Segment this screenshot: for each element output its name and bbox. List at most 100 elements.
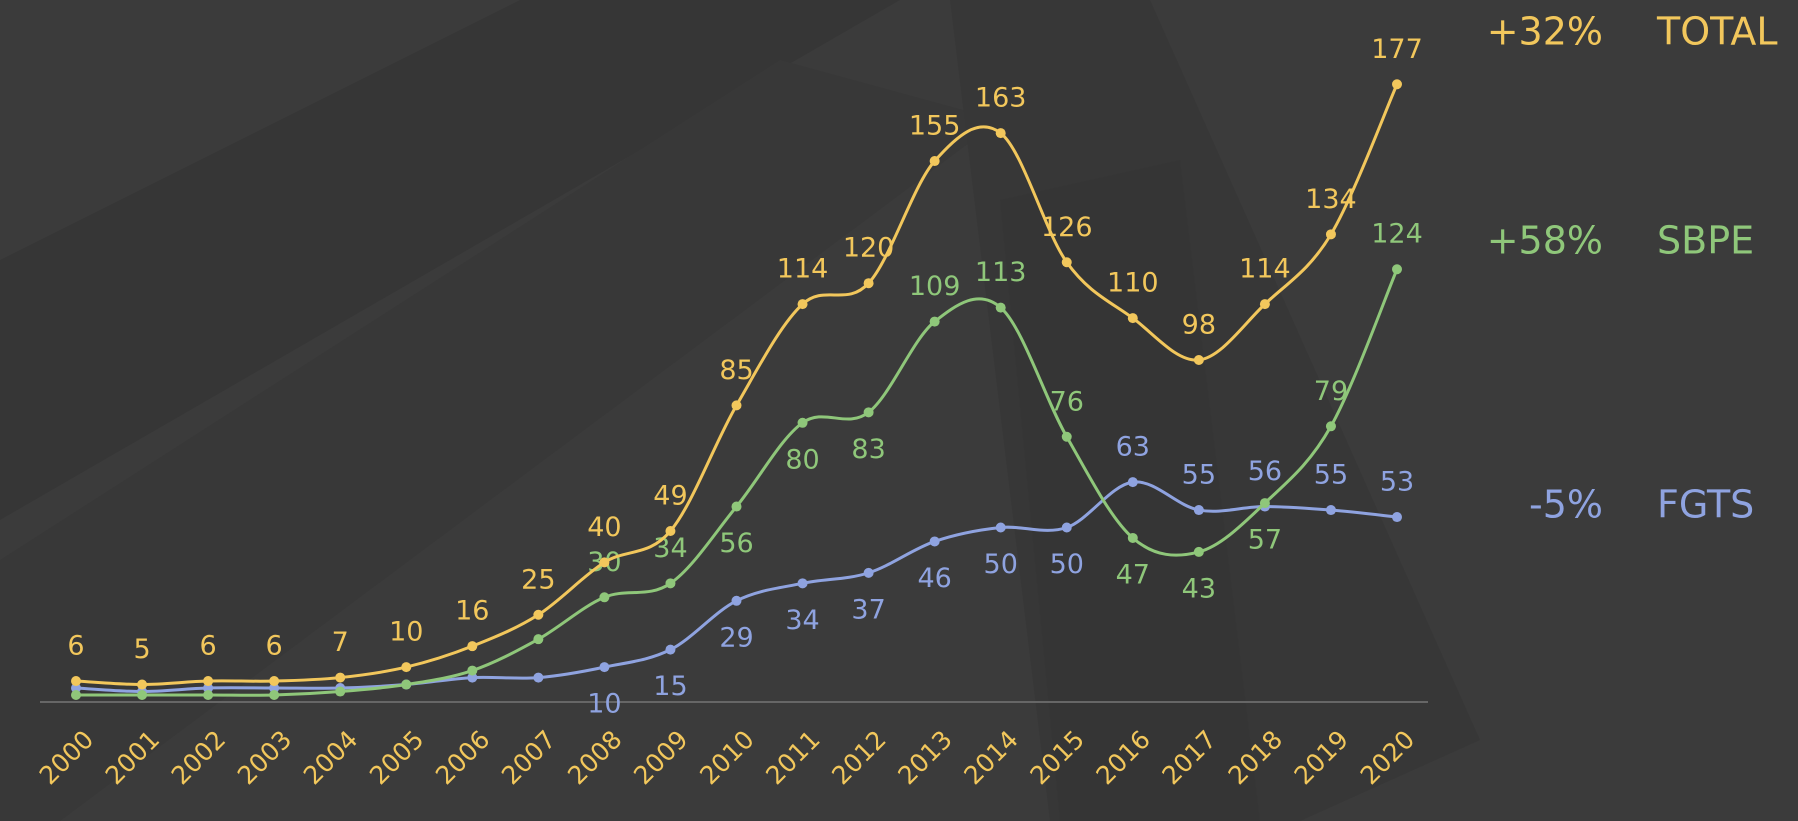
point bbox=[1259, 299, 1270, 310]
point bbox=[863, 278, 874, 289]
point bbox=[533, 634, 544, 645]
data-label: 55 bbox=[1314, 460, 1348, 491]
point bbox=[401, 679, 412, 690]
data-label: 114 bbox=[1239, 254, 1291, 285]
data-label: 124 bbox=[1371, 219, 1423, 250]
data-label: 56 bbox=[719, 528, 753, 559]
data-label: 15 bbox=[653, 671, 687, 702]
point bbox=[71, 690, 81, 701]
point bbox=[599, 592, 610, 603]
point bbox=[1259, 498, 1270, 509]
point bbox=[1325, 421, 1336, 432]
data-label: 50 bbox=[1050, 549, 1084, 580]
point bbox=[863, 407, 874, 418]
data-label: 83 bbox=[851, 434, 885, 465]
point bbox=[929, 316, 940, 327]
point bbox=[995, 522, 1006, 533]
legend-label: TOTAL bbox=[1656, 10, 1778, 54]
line bbox=[75, 83, 1399, 687]
legend-change: +58% bbox=[1487, 219, 1603, 263]
point bbox=[467, 665, 478, 676]
data-label: 47 bbox=[1116, 559, 1150, 590]
point bbox=[1193, 505, 1204, 516]
point bbox=[203, 676, 214, 687]
data-label: 43 bbox=[1182, 573, 1216, 604]
data-label: 56 bbox=[1248, 456, 1282, 487]
data-label: 134 bbox=[1305, 184, 1357, 215]
point bbox=[1193, 546, 1204, 557]
point bbox=[1392, 512, 1402, 523]
data-label: 76 bbox=[1050, 386, 1084, 417]
point bbox=[269, 676, 280, 687]
point bbox=[995, 302, 1006, 313]
point bbox=[467, 641, 478, 652]
point bbox=[1392, 264, 1402, 275]
data-label: 114 bbox=[777, 254, 829, 285]
point bbox=[335, 672, 346, 683]
point bbox=[335, 686, 346, 697]
point bbox=[797, 578, 808, 589]
data-label: 79 bbox=[1314, 376, 1348, 407]
point bbox=[665, 525, 676, 536]
data-label: 63 bbox=[1116, 432, 1150, 463]
data-label: 5 bbox=[133, 634, 150, 665]
point bbox=[401, 662, 412, 673]
legend-label: FGTS bbox=[1657, 483, 1754, 527]
data-label: 34 bbox=[785, 605, 819, 636]
data-label: 6 bbox=[200, 631, 217, 662]
data-label: 6 bbox=[67, 631, 84, 662]
point bbox=[1127, 477, 1138, 488]
point bbox=[137, 690, 148, 701]
data-label: 98 bbox=[1182, 309, 1216, 340]
data-label: 110 bbox=[1107, 268, 1159, 299]
point bbox=[1325, 229, 1336, 240]
data-label: 163 bbox=[975, 83, 1027, 114]
data-label: 53 bbox=[1380, 467, 1414, 498]
point bbox=[269, 690, 280, 701]
data-label: 49 bbox=[653, 480, 687, 511]
data-label: 155 bbox=[909, 111, 961, 142]
data-label: 40 bbox=[587, 512, 621, 543]
data-label: 7 bbox=[332, 627, 349, 658]
data-label: 10 bbox=[587, 689, 621, 720]
data-label: 57 bbox=[1248, 525, 1282, 556]
data-label: 16 bbox=[455, 596, 489, 627]
point bbox=[599, 557, 610, 568]
data-label: 55 bbox=[1182, 460, 1216, 491]
point bbox=[1193, 354, 1204, 365]
point bbox=[269, 683, 280, 694]
data-label: 85 bbox=[719, 355, 753, 386]
point bbox=[731, 595, 742, 606]
point bbox=[203, 683, 214, 694]
data-label: 80 bbox=[785, 444, 819, 475]
point bbox=[995, 128, 1006, 139]
point bbox=[863, 567, 874, 578]
point bbox=[1061, 431, 1072, 442]
point bbox=[533, 672, 544, 683]
data-label: 120 bbox=[843, 233, 895, 264]
point bbox=[1127, 313, 1138, 324]
data-label: 34 bbox=[653, 533, 687, 564]
point bbox=[929, 536, 940, 547]
data-label: 46 bbox=[917, 563, 951, 594]
point bbox=[1127, 532, 1138, 543]
legend-label: SBPE bbox=[1657, 219, 1754, 263]
data-label: 29 bbox=[719, 622, 753, 653]
point bbox=[599, 662, 610, 673]
legend-change: +32% bbox=[1487, 10, 1603, 54]
data-label: 109 bbox=[909, 271, 961, 302]
legend-change: -5% bbox=[1529, 483, 1603, 527]
point bbox=[731, 501, 742, 512]
point bbox=[1061, 522, 1072, 533]
point bbox=[797, 299, 808, 310]
point bbox=[665, 644, 676, 655]
point bbox=[71, 676, 81, 687]
point bbox=[137, 679, 148, 690]
point bbox=[71, 683, 81, 694]
point bbox=[929, 156, 940, 167]
point bbox=[467, 672, 478, 683]
point bbox=[731, 400, 742, 411]
point bbox=[797, 417, 808, 428]
